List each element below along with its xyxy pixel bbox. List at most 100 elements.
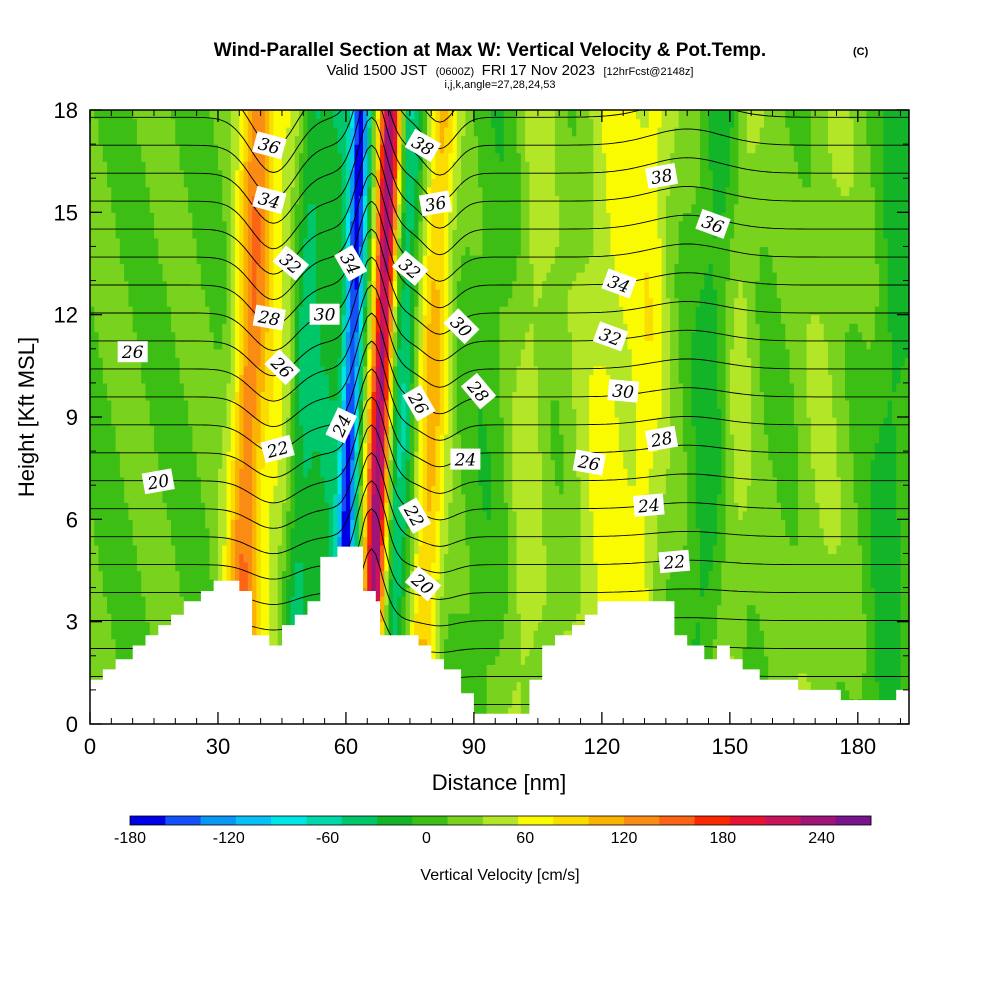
w-cell (158, 493, 164, 503)
w-cell (145, 272, 151, 282)
w-cell (205, 408, 211, 418)
w-cell (98, 323, 104, 333)
w-cell (328, 110, 334, 120)
w-cell (264, 544, 270, 555)
w-cell (128, 229, 134, 239)
w-cell (307, 263, 313, 273)
w-cell (226, 417, 232, 427)
w-cell (299, 434, 304, 444)
w-cell (205, 289, 211, 299)
w-cell (281, 399, 287, 410)
w-cell (235, 527, 240, 537)
w-cell (380, 596, 385, 606)
w-cell (260, 246, 266, 256)
w-cell (260, 263, 266, 273)
w-cell (294, 570, 300, 580)
w-cell (111, 596, 117, 606)
w-cell (320, 519, 326, 529)
w-cell (128, 519, 134, 529)
w-cell (128, 110, 134, 120)
w-cell (192, 186, 198, 196)
w-cell (145, 587, 151, 597)
w-cell (98, 246, 104, 256)
w-cell (183, 135, 189, 145)
w-cell (354, 237, 360, 248)
w-cell (273, 229, 279, 239)
w-cell (311, 485, 317, 495)
w-cell (196, 348, 202, 358)
w-cell (115, 417, 121, 427)
w-cell (107, 263, 112, 273)
w-cell (316, 152, 321, 162)
w-cell (209, 254, 215, 265)
w-cell (158, 272, 164, 282)
w-cell (153, 596, 159, 606)
w-cell (277, 186, 283, 196)
w-cell (316, 587, 321, 597)
w-cell (235, 510, 240, 520)
w-cell (200, 357, 206, 367)
w-cell (286, 161, 292, 171)
w-cell (183, 178, 189, 188)
w-cell (153, 118, 159, 128)
w-cell (188, 476, 193, 486)
w-cell (119, 544, 125, 555)
w-cell (226, 178, 232, 188)
w-cell (107, 391, 112, 401)
w-cell (324, 229, 330, 239)
w-cell (158, 220, 164, 230)
w-cell (269, 127, 275, 137)
w-cell (124, 544, 129, 555)
w-cell (371, 237, 377, 248)
w-cell (371, 374, 377, 384)
w-cell (243, 570, 249, 580)
w-cell (145, 442, 151, 452)
w-cell (107, 638, 112, 648)
w-cell (115, 220, 121, 230)
w-cell (239, 297, 245, 307)
w-cell (153, 587, 159, 597)
w-cell (145, 203, 151, 213)
w-cell (200, 314, 206, 324)
w-cell (90, 417, 95, 427)
w-cell (111, 263, 117, 273)
w-cell (175, 544, 181, 555)
w-cell (200, 118, 206, 128)
w-cell (256, 272, 262, 282)
w-cell (200, 579, 206, 589)
w-cell (102, 254, 108, 265)
w-cell (239, 263, 245, 273)
w-cell (102, 417, 108, 427)
w-cell (213, 127, 219, 137)
w-cell (111, 613, 117, 623)
w-cell (205, 399, 211, 410)
w-cell (115, 144, 121, 154)
w-cell (90, 570, 95, 580)
w-cell (380, 621, 385, 631)
w-cell (162, 331, 168, 341)
w-cell (111, 561, 117, 572)
w-cell (264, 297, 270, 307)
w-cell (166, 212, 172, 222)
w-cell (333, 493, 339, 503)
w-cell (213, 289, 219, 299)
w-cell (175, 186, 181, 196)
w-cell (230, 229, 236, 239)
w-cell (222, 272, 228, 282)
w-cell (277, 493, 283, 503)
w-cell (136, 510, 142, 520)
w-cell (162, 246, 168, 256)
w-cell (149, 323, 155, 333)
w-cell (222, 408, 228, 418)
w-cell (90, 561, 95, 572)
w-cell (337, 323, 343, 333)
w-cell (98, 357, 104, 367)
w-cell (128, 272, 134, 282)
w-cell (183, 425, 189, 435)
w-cell (153, 502, 159, 512)
w-cell (363, 493, 368, 503)
w-cell (200, 152, 206, 162)
w-cell (145, 186, 151, 196)
w-cell (337, 229, 343, 239)
w-cell (328, 434, 334, 444)
